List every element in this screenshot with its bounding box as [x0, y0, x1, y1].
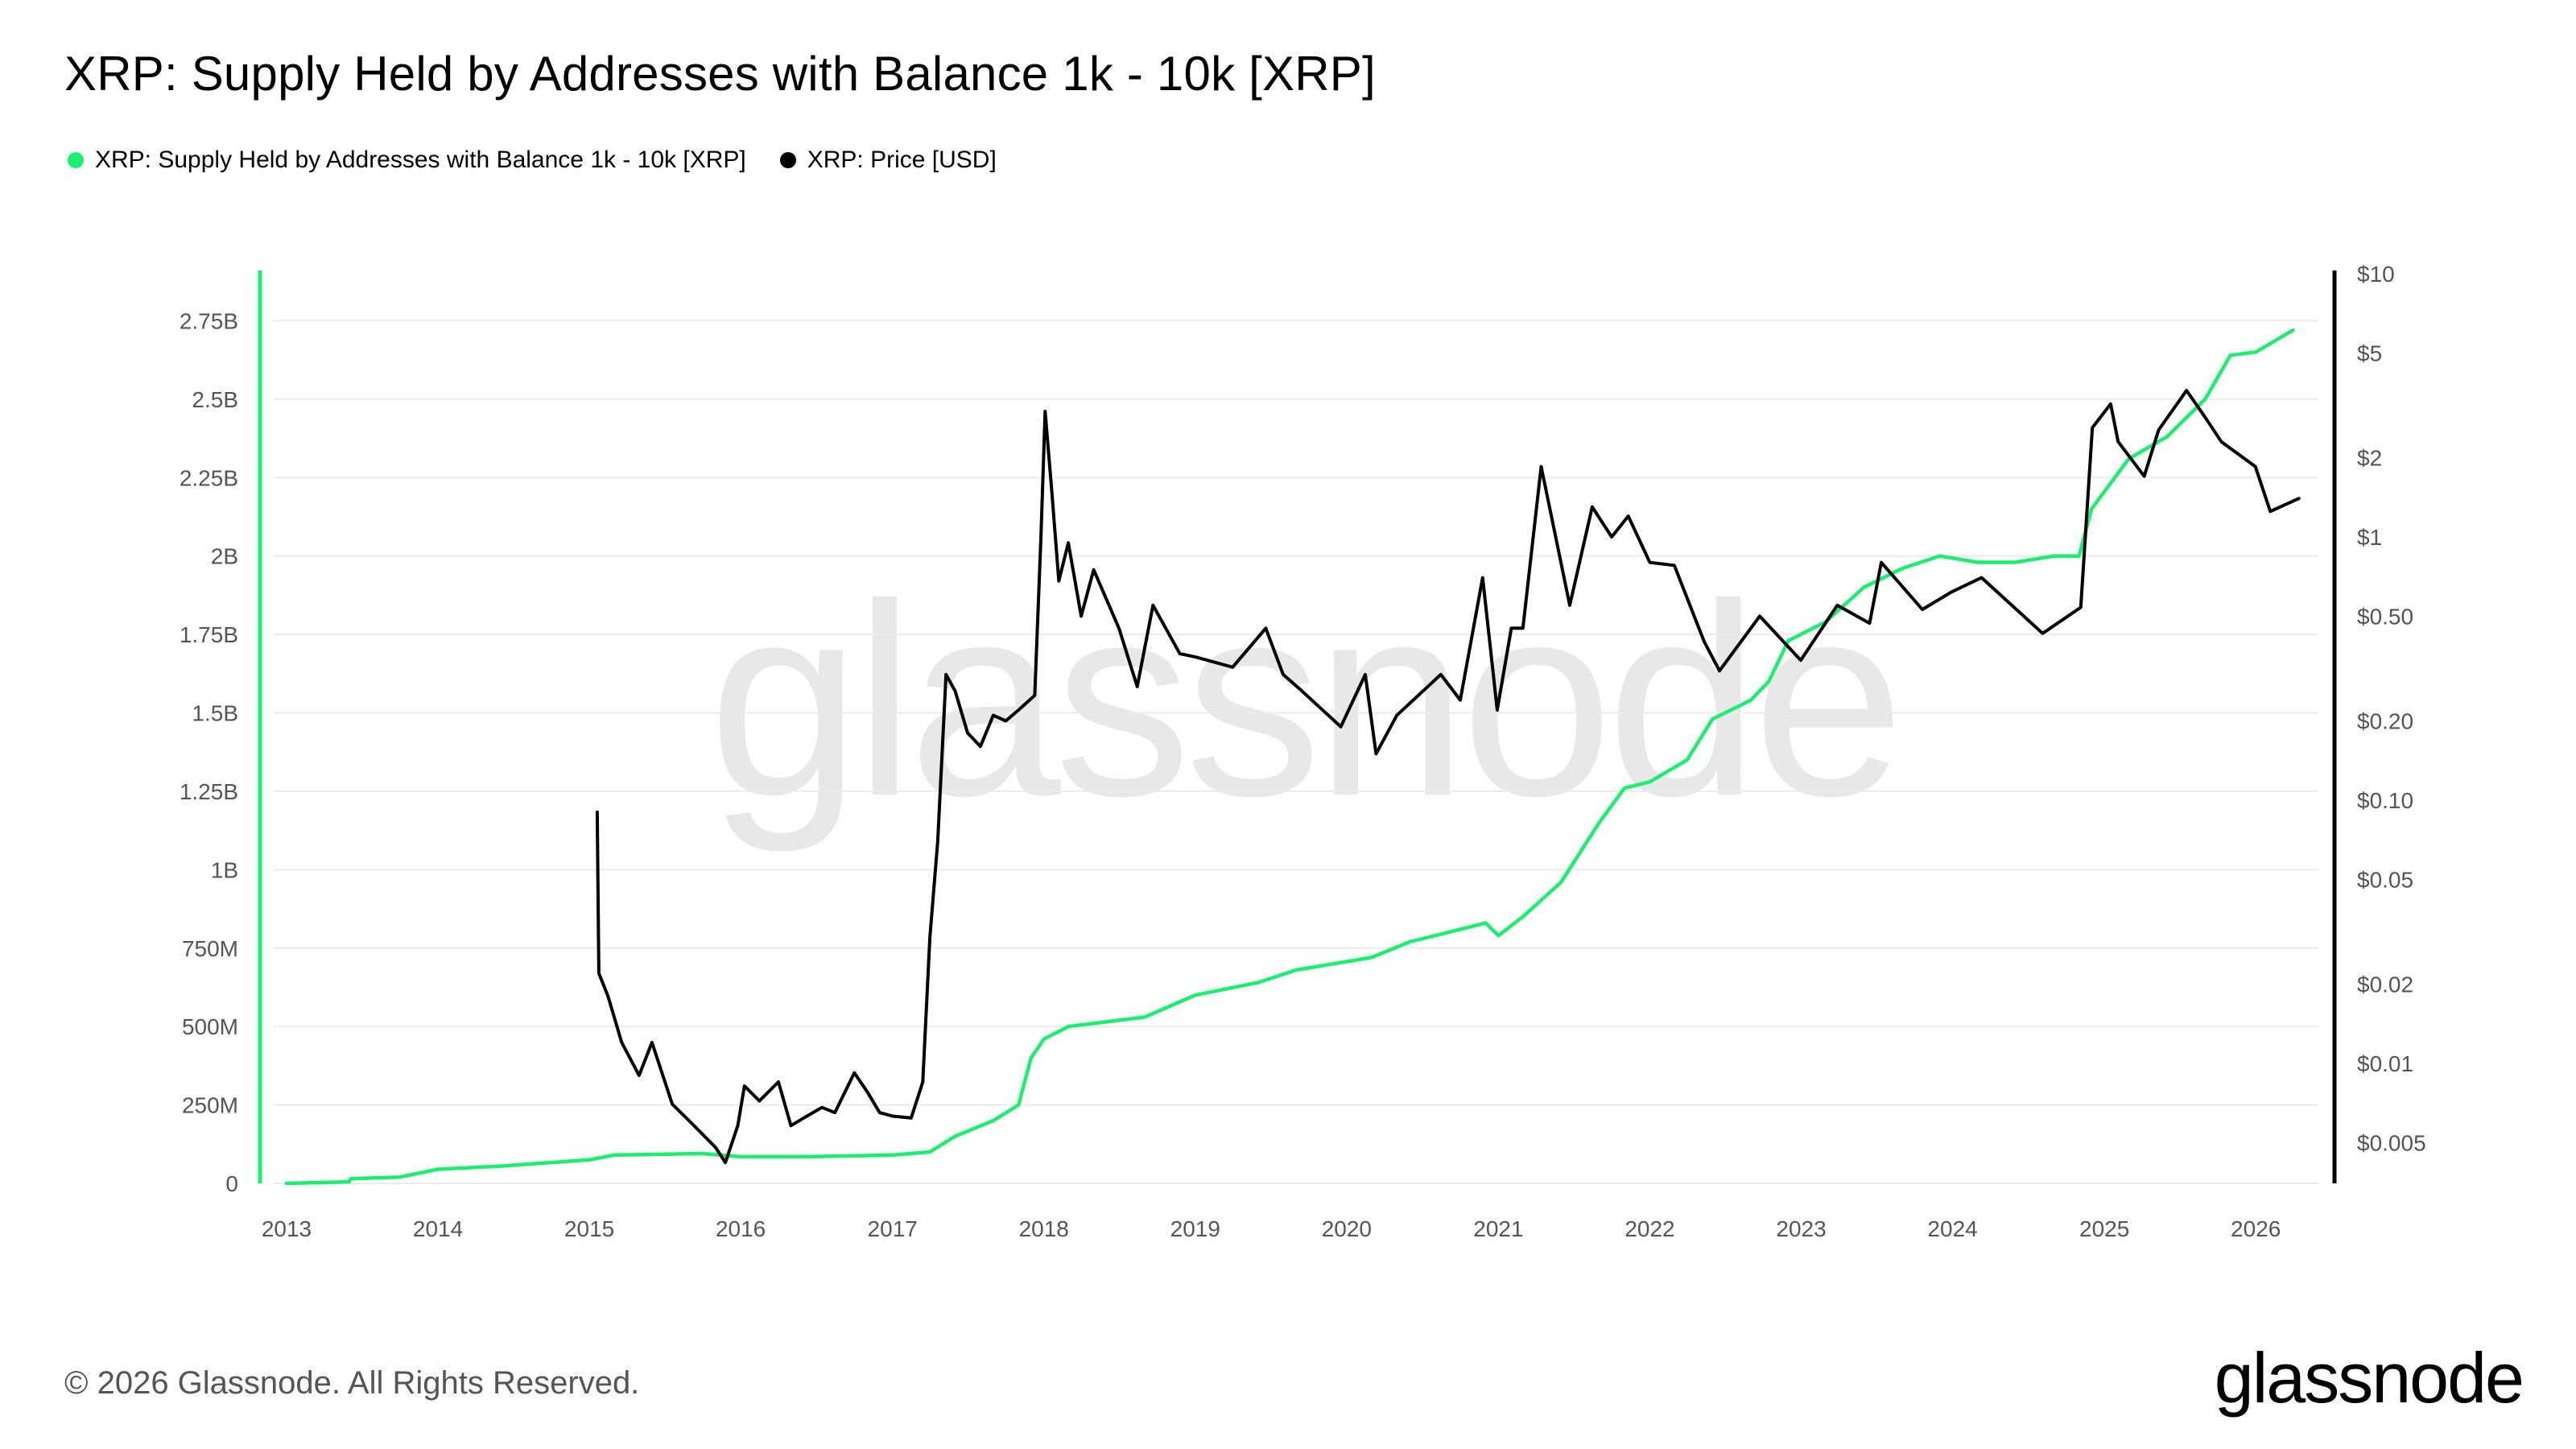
legend-swatch-price — [779, 152, 796, 168]
gridlines — [274, 320, 2318, 1184]
x-tick-label: 2014 — [413, 1216, 463, 1241]
y-left-tick-label: 1.5B — [192, 701, 238, 726]
y-right-tick-label: $5 — [2357, 341, 2382, 365]
y-left-tick-label: 2B — [211, 544, 238, 569]
y-right-tick-label: $0.10 — [2357, 788, 2413, 813]
y-right-tick-label: $0.02 — [2357, 972, 2413, 997]
y-left-tick-label: 1.75B — [180, 622, 238, 647]
price-series-line — [595, 389, 2301, 1165]
y-right-tick-label: $2 — [2357, 446, 2382, 471]
y-right-tick-label: $0.005 — [2357, 1130, 2426, 1155]
legend-label-price: XRP: Price [USD] — [807, 147, 997, 173]
y-right-tick-label: $10 — [2357, 262, 2395, 287]
y-left-tick-label: 2.25B — [180, 465, 238, 490]
x-tick-label: 2013 — [262, 1216, 312, 1241]
tick-labels: 0 250M 500M 750M 1B 1.25B 1.5B 1.75B 2B 2.25B 2.5B… — [180, 262, 2426, 1241]
x-tick-label: 2020 — [1322, 1216, 1372, 1241]
axes — [258, 270, 2337, 1183]
supply-series-line — [284, 328, 2295, 1186]
y-left-tick-label: 2.75B — [180, 308, 238, 333]
series-lines — [284, 328, 2301, 1186]
y-right-tick-label: $0.05 — [2357, 867, 2413, 892]
y-right-tick-label: $1 — [2357, 525, 2382, 550]
x-tick-label: 2015 — [564, 1216, 614, 1241]
y-right-tick-label: $0.20 — [2357, 709, 2413, 734]
x-tick-label: 2022 — [1624, 1216, 1674, 1241]
y-left-tick-label: 1B — [211, 857, 238, 882]
y-left-tick-label: 750M — [182, 936, 238, 961]
x-tick-label: 2025 — [2079, 1216, 2129, 1241]
glassnode-logo[interactable]: glassnode — [2214, 1338, 2524, 1418]
y-right-tick-label: $0.50 — [2357, 604, 2413, 629]
y-left-tick-label: 500M — [182, 1014, 238, 1039]
x-tick-label: 2017 — [868, 1216, 918, 1241]
x-tick-label: 2018 — [1019, 1216, 1069, 1241]
legend-item-price[interactable]: XRP: Price [USD] — [779, 147, 997, 173]
legend-label-supply: XRP: Supply Held by Addresses with Balan… — [95, 147, 746, 173]
chart-title: XRP: Supply Held by Addresses with Balan… — [64, 47, 1376, 101]
x-tick-label: 2019 — [1170, 1216, 1220, 1241]
copyright-text: © 2026 Glassnode. All Rights Reserved. — [64, 1365, 640, 1401]
x-tick-label: 2024 — [1927, 1216, 1977, 1241]
y-left-tick-label: 0 — [225, 1171, 238, 1196]
legend-item-supply[interactable]: XRP: Supply Held by Addresses with Balan… — [68, 148, 746, 172]
y-right-tick-label: $0.01 — [2357, 1051, 2413, 1076]
y-left-tick-label: 1.25B — [180, 779, 238, 804]
x-tick-label: 2021 — [1473, 1216, 1523, 1241]
x-tick-label: 2023 — [1776, 1216, 1826, 1241]
y-left-tick-label: 250M — [182, 1093, 238, 1118]
x-tick-label: 2026 — [2231, 1216, 2281, 1241]
x-tick-label: 2016 — [716, 1216, 766, 1241]
legend-swatch-supply — [68, 152, 84, 168]
chart-legend: XRP: Supply Held by Addresses with Balan… — [68, 148, 1030, 172]
y-left-tick-label: 2.5B — [192, 387, 238, 412]
